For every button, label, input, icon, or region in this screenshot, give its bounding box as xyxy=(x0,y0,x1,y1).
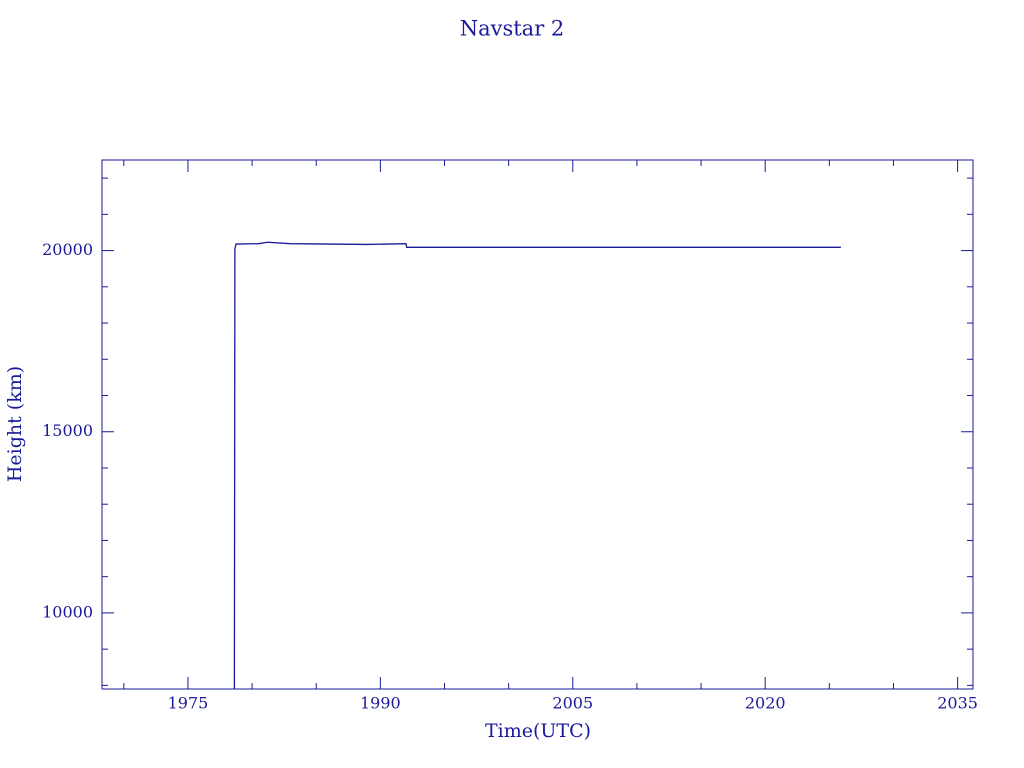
x-tick-label: 2005 xyxy=(552,694,593,713)
y-tick-label: 20000 xyxy=(42,240,93,259)
y-tick-label: 15000 xyxy=(42,421,93,440)
x-tick-label: 1990 xyxy=(360,694,401,713)
data-line xyxy=(233,241,841,690)
chart-title: Navstar 2 xyxy=(460,17,565,41)
plot-frame xyxy=(101,159,974,690)
x-axis-label: Time(UTC) xyxy=(485,720,591,742)
x-tick-label: 2020 xyxy=(745,694,786,713)
x-tick-label: 2035 xyxy=(937,694,978,713)
y-tick-label: 10000 xyxy=(42,602,93,621)
y-axis-label: Height (km) xyxy=(4,366,26,482)
x-tick-label: 1975 xyxy=(168,694,209,713)
